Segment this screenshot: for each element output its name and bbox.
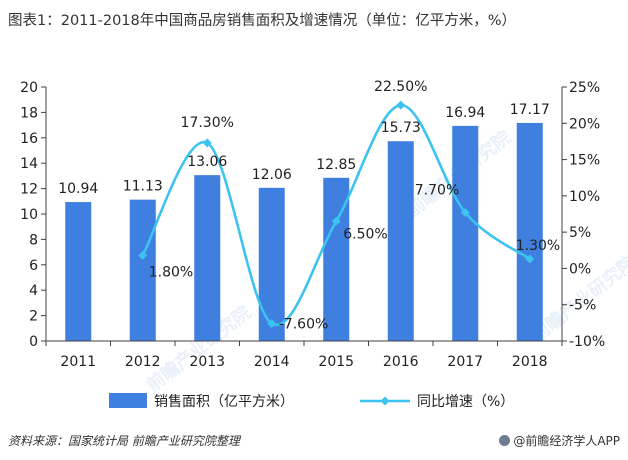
x-tick-label: 2015 (318, 354, 354, 370)
y-tick-label: 8 (29, 232, 38, 248)
line-point (331, 216, 341, 226)
logo-icon (499, 435, 511, 446)
bar-value-label: 11.13 (123, 179, 163, 195)
line-value-label: 17.30% (181, 115, 234, 131)
chart-axes: 0 2 4 6 8 10 12 14 16 18 20 -10% -5% 0% 5% 10% 15% 20% 25%… (20, 80, 605, 370)
bar-value-label: 16.94 (445, 105, 485, 121)
line-value-label: 1.30% (516, 238, 560, 254)
x-tick-label: 2013 (189, 354, 225, 370)
chart-title: 图表1：2011-2018年中国商品房销售面积及增速情况（单位：亿平方米，%） (8, 13, 517, 29)
y2-tick-label: 15% (569, 153, 600, 169)
credit: @前瞻经济学人APP (499, 432, 620, 449)
line-value-label: 6.50% (343, 226, 387, 242)
bar (129, 199, 156, 341)
line-value-label: 7.70% (415, 183, 459, 199)
data-labels: 10.94 11.13 13.06 12.06 12.85 15.73 16.94 17.17… (58, 79, 560, 332)
x-tick-label: 2017 (447, 354, 483, 370)
bar-value-label: 17.17 (510, 102, 550, 118)
line-point (460, 208, 470, 218)
bar-value-label: 12.06 (252, 167, 292, 183)
line-value-label: 22.50% (374, 79, 427, 95)
y2-tick-label: 5% (569, 225, 591, 241)
y-tick-label: 12 (20, 182, 38, 198)
legend-line-marker (380, 396, 390, 406)
bar (516, 122, 543, 341)
y-tick-label: 4 (29, 283, 38, 299)
x-tick-label: 2014 (254, 354, 290, 370)
y-tick-label: 16 (20, 131, 38, 147)
line-point (202, 138, 212, 148)
y-tick-label: 10 (20, 207, 38, 223)
y-tick-label: 6 (29, 258, 38, 274)
bar-value-label: 13.06 (187, 154, 227, 170)
source-note: 资料来源：国家统计局 前瞻产业研究院整理 (8, 434, 240, 448)
x-tick-label: 2018 (512, 354, 548, 370)
legend-bar-label: 销售面积（亿平方米） (154, 394, 294, 410)
y2-tick-label: 0% (569, 261, 591, 277)
line-point (396, 100, 406, 110)
bar (387, 141, 414, 341)
y2-tick-label: 25% (569, 80, 600, 96)
bar-value-label: 12.85 (316, 157, 356, 173)
legend-line-label: 同比增速（%） (417, 394, 514, 410)
line-series (138, 100, 535, 329)
bar (65, 202, 92, 341)
legend-bar-swatch (109, 393, 147, 408)
line-point (525, 254, 535, 264)
line-value-label: -7.60% (279, 317, 329, 333)
line-point (138, 250, 148, 260)
y2-tick-label: 10% (569, 189, 600, 205)
bar (258, 187, 285, 341)
line-value-label: 1.80% (149, 264, 193, 280)
bar-series (65, 122, 543, 341)
y-tick-label: 18 (20, 105, 38, 121)
x-tick-label: 2012 (125, 354, 161, 370)
y-tick-label: 0 (29, 334, 38, 350)
y2-tick-label: -5% (569, 298, 596, 314)
y-tick-label: 14 (20, 156, 38, 172)
bar (452, 125, 479, 341)
legend: 销售面积（亿平方米） 同比增速（%） (109, 393, 514, 410)
bar-value-label: 10.94 (58, 181, 98, 197)
x-tick-label: 2011 (60, 354, 96, 370)
credit-text: @前瞻经济学人APP (513, 434, 620, 448)
y-tick-label: 2 (29, 309, 38, 325)
y-tick-label: 20 (20, 80, 38, 96)
y2-tick-label: 20% (569, 116, 600, 132)
bar (194, 175, 221, 341)
bar-value-label: 15.73 (381, 120, 421, 136)
x-tick-label: 2016 (383, 354, 419, 370)
y2-tick-label: -10% (569, 334, 605, 350)
line-point (267, 319, 277, 329)
